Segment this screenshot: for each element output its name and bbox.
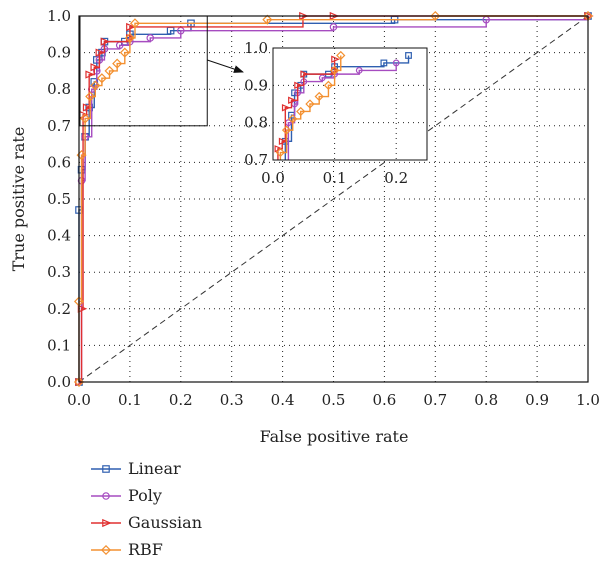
data-point-marker xyxy=(85,70,95,79)
data-point-marker xyxy=(146,34,155,42)
legend-label: Poly xyxy=(128,486,162,505)
inset-series-rbf xyxy=(275,50,346,160)
y-tick-label: 0.8 xyxy=(47,80,71,98)
x-tick-label: 0.6 xyxy=(372,391,396,409)
legend-item-gaussian: Gaussian xyxy=(91,513,202,532)
random-classifier-diagonal xyxy=(78,15,589,383)
x-tick-labels: 0.0 0.1 0.2 0.3 0.4 0.5 0.6 0.7 0.8 0.9 1.0 xyxy=(67,391,600,409)
y-tick-label: 0.3 xyxy=(47,263,71,281)
data-point-marker xyxy=(102,465,110,473)
data-point-marker xyxy=(281,104,291,112)
data-point-marker xyxy=(329,65,340,76)
legend-item-poly: Poly xyxy=(91,486,162,505)
data-point-marker xyxy=(281,125,292,135)
main-plot-frame xyxy=(78,15,589,383)
inset-x-tick-label: 0.2 xyxy=(384,169,408,187)
data-point-marker xyxy=(96,73,107,84)
data-point-marker xyxy=(405,52,412,59)
zoom-arrow xyxy=(207,59,244,73)
inset-x-tick-label: 0.0 xyxy=(261,169,285,187)
x-tick-label: 0.3 xyxy=(220,391,244,409)
data-point-marker xyxy=(314,91,324,102)
data-point-marker xyxy=(329,23,338,31)
data-point-marker xyxy=(331,55,340,63)
x-tick-label: 0.4 xyxy=(271,391,295,409)
x-tick-label: 0.8 xyxy=(474,391,498,409)
inset-plot-frame xyxy=(272,47,428,161)
legend-label: Gaussian xyxy=(128,513,202,532)
data-point-marker xyxy=(126,22,136,32)
data-point-marker xyxy=(355,66,363,74)
data-point-marker xyxy=(104,65,115,76)
y-tick-label: 0.0 xyxy=(47,373,71,391)
data-point-marker xyxy=(336,50,346,61)
x-axis-label: False positive rate xyxy=(260,427,409,446)
inset-y-tick-label: 1.0 xyxy=(244,39,268,57)
y-axis-label: True positive rate xyxy=(9,127,28,272)
y-tick-label: 0.7 xyxy=(47,117,71,135)
x-tick-label: 1.0 xyxy=(576,391,600,409)
data-point-marker xyxy=(305,99,315,109)
legend-item-rbf: RBF xyxy=(91,540,163,559)
data-point-marker xyxy=(73,376,85,388)
data-point-marker xyxy=(82,103,93,112)
inset-y-tick-label: 0.7 xyxy=(244,151,268,169)
inset-series-group xyxy=(274,50,412,160)
x-tick-label: 0.7 xyxy=(423,391,447,409)
data-point-marker xyxy=(275,147,286,158)
legend-label: Linear xyxy=(128,459,181,478)
data-point-marker xyxy=(278,137,288,146)
zoom-region-box xyxy=(79,15,208,127)
y-tick-label: 0.2 xyxy=(47,300,71,318)
data-point-marker xyxy=(102,492,110,500)
x-tick-label: 0.2 xyxy=(169,391,193,409)
data-point-marker xyxy=(85,91,96,102)
x-tick-label: 0.5 xyxy=(322,391,346,409)
data-point-marker xyxy=(294,81,303,90)
data-point-marker xyxy=(288,114,298,124)
x-tick-label: 0.1 xyxy=(118,391,142,409)
data-point-marker xyxy=(90,63,100,72)
x-tick-label: 0.9 xyxy=(525,391,549,409)
data-point-marker xyxy=(323,80,334,90)
inset-y-tick-label: 0.8 xyxy=(244,114,268,132)
legend: Linear Poly Gaussian RBF xyxy=(91,459,202,559)
legend-label: RBF xyxy=(128,540,163,559)
inset-x-tick-labels: 0.0 0.1 0.2 xyxy=(261,169,408,187)
data-point-marker xyxy=(80,113,91,124)
y-tick-label: 1.0 xyxy=(47,7,71,25)
series-line xyxy=(78,15,588,382)
y-tick-labels: 0.0 0.1 0.2 0.3 0.4 0.5 0.6 0.7 0.8 0.9 1.0 xyxy=(47,7,71,391)
inset-y-tick-label: 0.9 xyxy=(244,76,268,94)
data-point-marker xyxy=(100,37,111,46)
data-point-marker xyxy=(90,80,101,91)
series-line xyxy=(79,15,588,383)
data-point-marker xyxy=(95,48,106,57)
data-point-marker xyxy=(296,106,306,117)
data-point-marker xyxy=(318,74,326,82)
data-point-marker xyxy=(100,544,112,556)
y-tick-label: 0.5 xyxy=(47,190,71,208)
y-tick-label: 0.4 xyxy=(47,227,71,245)
data-point-marker xyxy=(430,10,441,22)
y-tick-label: 0.6 xyxy=(47,153,71,171)
data-point-marker xyxy=(262,14,273,25)
data-point-marker xyxy=(288,96,297,104)
data-point-marker xyxy=(102,518,112,528)
inset-y-tick-labels: 0.7 0.8 0.9 1.0 xyxy=(244,39,268,169)
y-tick-label: 0.1 xyxy=(47,336,71,354)
inset-x-tick-label: 0.1 xyxy=(323,169,347,187)
data-point-marker xyxy=(300,70,310,78)
data-point-marker xyxy=(124,32,135,44)
data-point-marker xyxy=(380,59,388,67)
x-tick-label: 0.0 xyxy=(67,391,91,409)
main-series-group xyxy=(73,10,594,388)
data-point-marker xyxy=(119,47,130,58)
data-point-marker xyxy=(392,59,400,67)
legend-item-linear: Linear xyxy=(91,459,181,478)
data-point-marker xyxy=(112,58,123,69)
y-tick-label: 0.9 xyxy=(47,44,71,62)
data-point-marker xyxy=(129,18,141,29)
